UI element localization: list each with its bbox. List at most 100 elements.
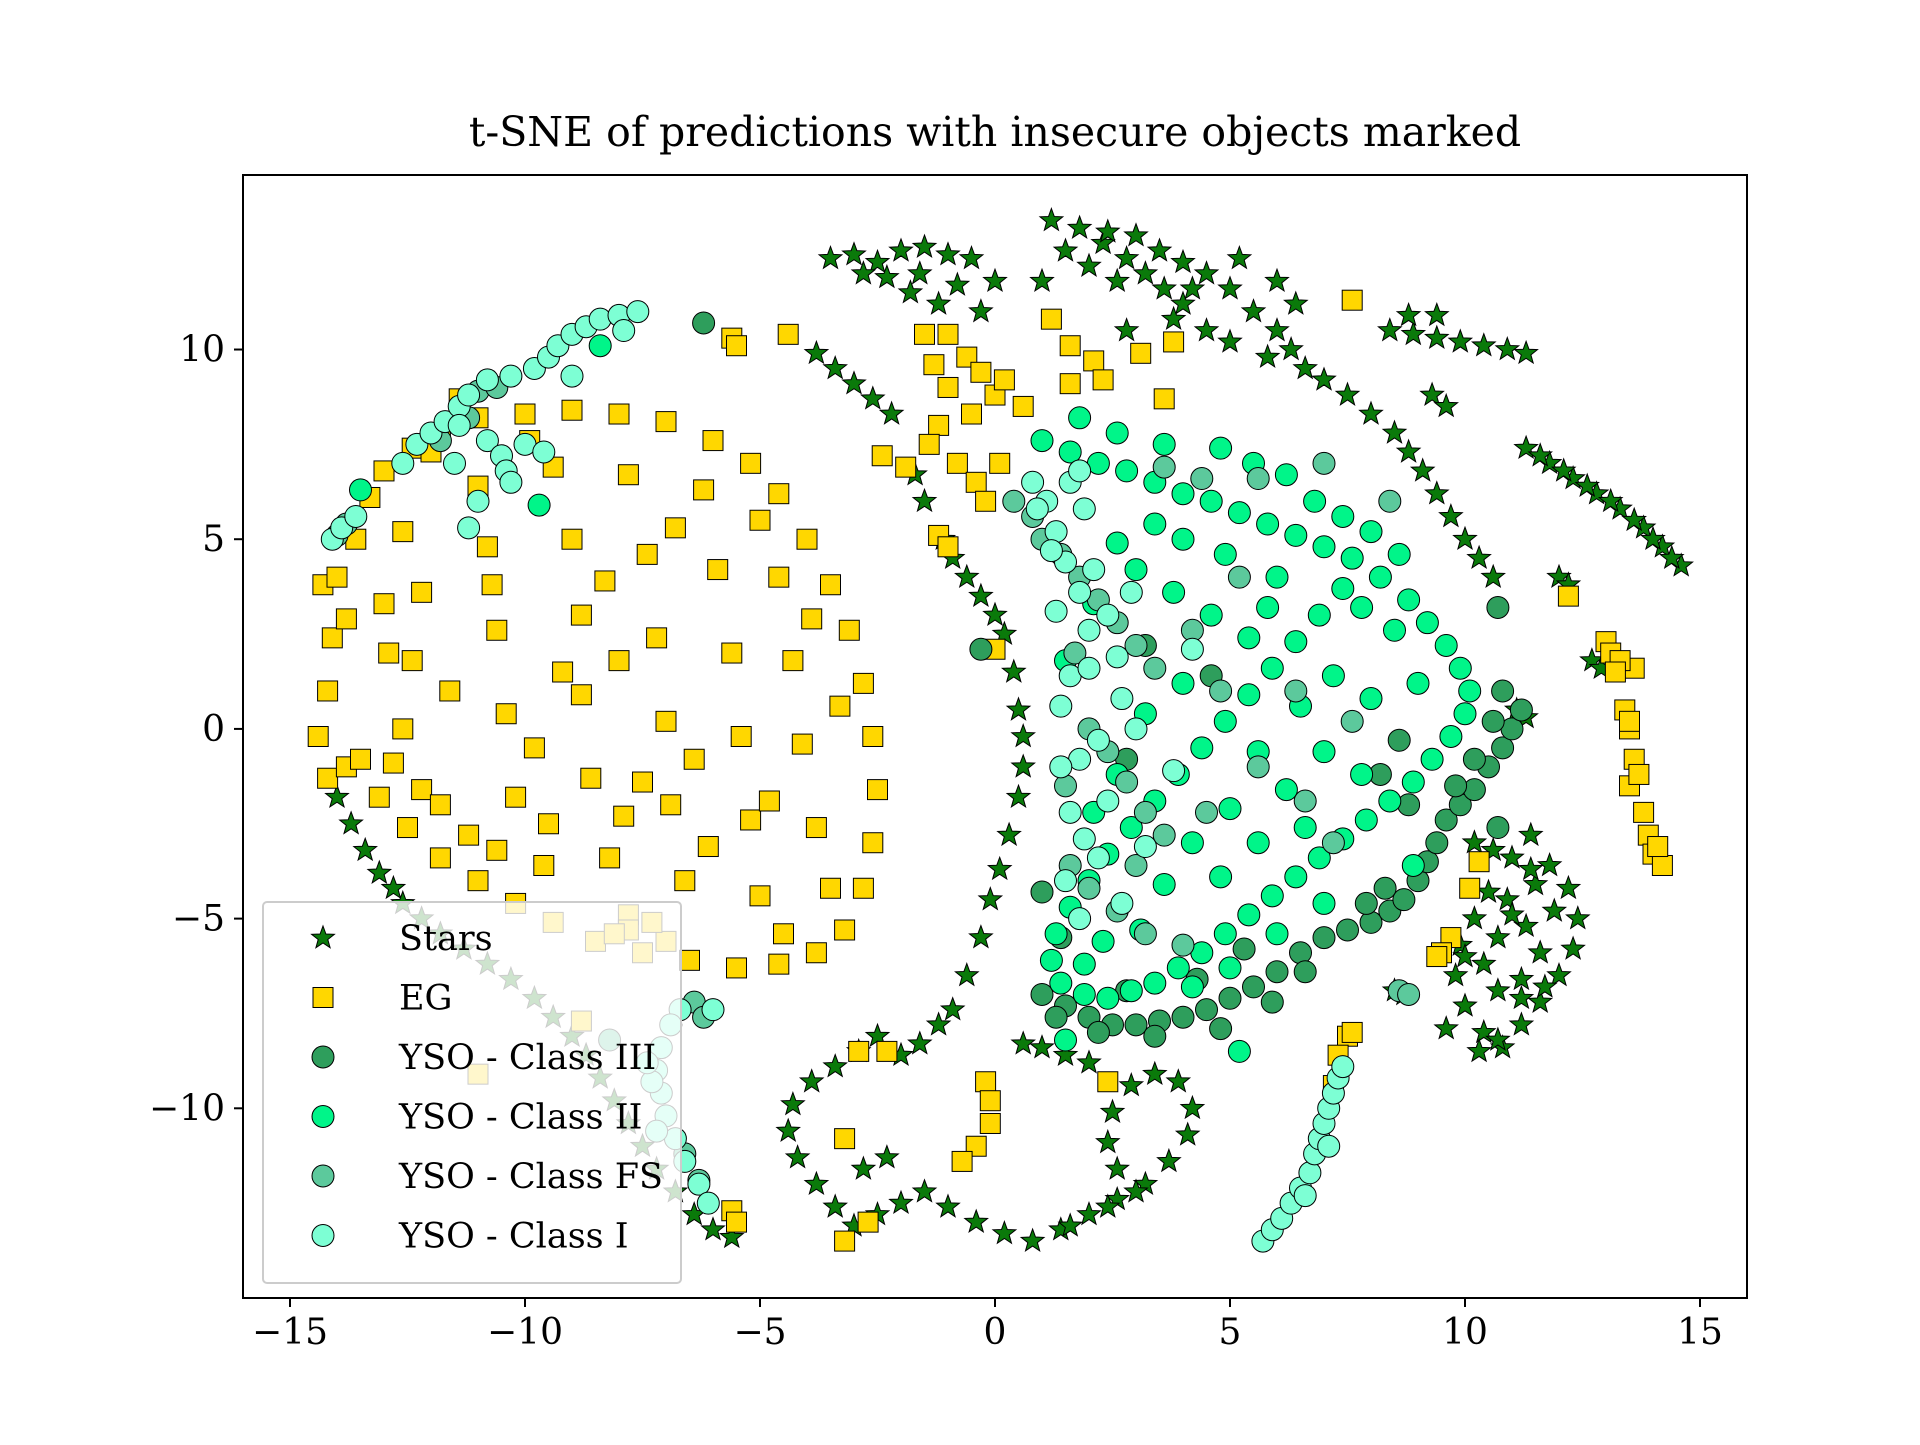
data-point bbox=[626, 300, 650, 324]
data-point bbox=[1312, 891, 1336, 915]
data-point bbox=[560, 364, 584, 388]
legend-label: YSO - Class I bbox=[398, 1217, 629, 1257]
data-point bbox=[378, 642, 400, 664]
data-point bbox=[1331, 504, 1355, 528]
data-point bbox=[876, 1040, 898, 1062]
data-point bbox=[1086, 728, 1110, 752]
data-point bbox=[1574, 472, 1600, 497]
data-point bbox=[391, 451, 415, 475]
data-point bbox=[1171, 933, 1195, 957]
data-point bbox=[1518, 821, 1544, 847]
data-point bbox=[991, 1220, 1018, 1245]
data-point bbox=[1171, 1005, 1195, 1029]
data-point bbox=[1256, 512, 1280, 536]
data-point bbox=[1054, 869, 1077, 893]
data-point bbox=[1527, 442, 1553, 467]
data-point bbox=[1044, 520, 1068, 544]
data-point bbox=[1029, 1034, 1055, 1059]
legend-marker bbox=[311, 1105, 335, 1128]
series-1 bbox=[307, 289, 1673, 1252]
data-point bbox=[660, 794, 682, 816]
data-point bbox=[1044, 1005, 1068, 1029]
data-point bbox=[726, 1211, 747, 1233]
data-point bbox=[1165, 1068, 1192, 1093]
data-point bbox=[1401, 853, 1425, 877]
data-point bbox=[852, 877, 874, 899]
data-point bbox=[373, 460, 395, 482]
data-point bbox=[1373, 876, 1397, 900]
data-point bbox=[857, 1211, 879, 1233]
data-point bbox=[749, 885, 771, 907]
data-point bbox=[1005, 783, 1032, 809]
data-point bbox=[1397, 588, 1421, 612]
data-point bbox=[1260, 990, 1284, 1014]
data-point bbox=[1213, 709, 1237, 733]
data-point bbox=[317, 767, 339, 789]
data-point bbox=[466, 489, 490, 513]
data-point bbox=[820, 574, 841, 596]
data-point bbox=[1059, 373, 1081, 395]
data-point bbox=[380, 874, 407, 900]
data-point bbox=[862, 726, 884, 747]
data-point bbox=[1105, 531, 1129, 555]
data-point bbox=[368, 786, 390, 808]
data-point bbox=[1424, 324, 1450, 349]
data-point bbox=[1146, 237, 1173, 262]
data-point bbox=[505, 786, 527, 808]
data-point bbox=[907, 1030, 933, 1055]
data-point bbox=[594, 570, 616, 592]
data-point bbox=[700, 1216, 726, 1241]
data-point bbox=[822, 1053, 848, 1078]
legend-entry: YSO - Class I bbox=[311, 1217, 629, 1257]
data-point bbox=[533, 854, 555, 876]
data-point bbox=[1604, 661, 1626, 683]
data-point bbox=[1536, 852, 1563, 877]
data-point bbox=[1317, 1134, 1341, 1158]
data-point bbox=[429, 847, 451, 869]
data-point bbox=[740, 452, 762, 474]
data-point bbox=[878, 400, 905, 425]
y-axis: −10 −5 0 5 10 bbox=[149, 330, 243, 1129]
data-point bbox=[860, 385, 886, 410]
data-point bbox=[982, 601, 1008, 626]
data-point bbox=[1468, 851, 1490, 873]
data-point bbox=[1213, 922, 1237, 946]
data-point bbox=[1447, 328, 1474, 353]
data-point bbox=[986, 855, 1013, 881]
data-point bbox=[801, 608, 823, 630]
data-point bbox=[352, 836, 378, 862]
data-point bbox=[1491, 679, 1515, 703]
data-point bbox=[1532, 973, 1558, 998]
data-point bbox=[1381, 419, 1408, 444]
data-point bbox=[1119, 816, 1143, 840]
data-point bbox=[1651, 854, 1673, 876]
data-point bbox=[1378, 489, 1402, 513]
data-point bbox=[1143, 1024, 1167, 1048]
data-point bbox=[1401, 770, 1425, 794]
data-point bbox=[1132, 260, 1159, 285]
data-point bbox=[1260, 884, 1284, 908]
data-point bbox=[335, 608, 357, 630]
data-point bbox=[1480, 563, 1506, 589]
data-point bbox=[1522, 871, 1549, 896]
data-point bbox=[1307, 846, 1331, 870]
data-point bbox=[1513, 339, 1539, 365]
data-point bbox=[1387, 728, 1411, 752]
data-point bbox=[961, 403, 982, 425]
data-point bbox=[1171, 482, 1195, 506]
data-point bbox=[1283, 290, 1309, 315]
data-point bbox=[989, 452, 1011, 474]
data-point bbox=[1049, 755, 1073, 779]
data-point bbox=[1160, 305, 1187, 331]
data-point bbox=[1426, 946, 1448, 968]
data-point bbox=[1350, 762, 1374, 786]
data-point bbox=[1485, 977, 1511, 1002]
data-point bbox=[1284, 630, 1308, 654]
data-point bbox=[693, 479, 715, 501]
data-point bbox=[458, 824, 480, 846]
data-point bbox=[588, 334, 612, 358]
data-point bbox=[1193, 260, 1220, 285]
data-point bbox=[1621, 506, 1647, 532]
data-point bbox=[1378, 789, 1402, 813]
